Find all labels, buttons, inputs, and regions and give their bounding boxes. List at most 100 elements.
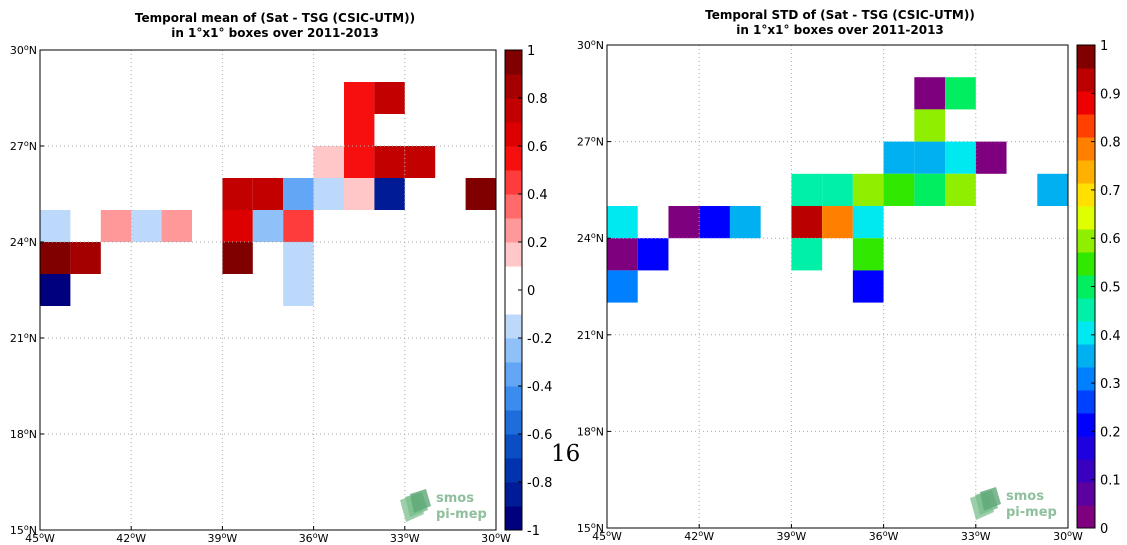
plot-frame xyxy=(606,44,1069,529)
right-title-line2: in 1°x1° boxes over 2011-2013 xyxy=(736,23,944,37)
y-tick-label: 24oN xyxy=(577,231,604,245)
y-tick-label: 30oN xyxy=(577,38,604,52)
data-cell xyxy=(283,242,314,274)
x-tick-label: 45oW xyxy=(25,531,55,545)
data-cell xyxy=(914,77,946,110)
y-tick-label: 27oN xyxy=(577,135,604,149)
colorbar-tick-label: -0.8 xyxy=(527,476,552,491)
x-tick-label: 36oW xyxy=(299,531,329,545)
colorbar-segment xyxy=(1077,137,1095,161)
colorbar-tick-label: 0.7 xyxy=(1100,184,1121,199)
data-cell xyxy=(131,210,162,242)
data-cell xyxy=(945,141,976,174)
data-cell xyxy=(222,178,253,210)
data-cell xyxy=(40,210,71,242)
colorbar-segment xyxy=(505,506,522,531)
data-cell xyxy=(40,274,71,306)
data-cell xyxy=(607,206,638,239)
plot-area xyxy=(40,50,496,530)
data-cell xyxy=(222,210,253,242)
colorbar-segment xyxy=(1077,505,1095,529)
data-cell xyxy=(252,178,284,210)
left-title-line2: in 1°x1° boxes over 2011-2013 xyxy=(171,26,379,40)
colorbar-segment xyxy=(1077,482,1095,506)
colorbar-segment xyxy=(1077,344,1095,368)
plot-area xyxy=(607,45,1068,528)
colorbar-tick-label: 0.9 xyxy=(1100,87,1121,102)
right-title-line1: Temporal STD of (Sat - TSG (CSIC-UTM)) xyxy=(705,8,975,22)
data-cell xyxy=(945,77,976,110)
colorbar-segment xyxy=(505,122,522,147)
data-cell xyxy=(852,238,884,271)
x-tick-label: 42oW xyxy=(116,531,146,545)
y-tick-label: 21oN xyxy=(10,331,37,345)
colorbar-tick-label: -0.6 xyxy=(527,428,552,443)
data-cell xyxy=(883,141,915,174)
colorbar-segment xyxy=(1077,436,1095,460)
data-cell xyxy=(40,242,71,274)
logo-sheet xyxy=(980,487,1001,511)
data-cell xyxy=(822,173,853,206)
colorbar-segment xyxy=(505,170,522,195)
colorbar-segment xyxy=(505,482,522,507)
data-cell xyxy=(883,173,915,206)
colorbar-segment xyxy=(505,194,522,219)
data-cell xyxy=(222,242,253,274)
data-cell xyxy=(283,274,314,306)
colorbar-tick-label: 0.6 xyxy=(527,140,548,155)
colorbar-tick-label: 0.3 xyxy=(1100,377,1121,392)
colorbar-segment xyxy=(1077,206,1095,230)
data-cell xyxy=(404,146,436,178)
data-cell xyxy=(791,206,823,239)
y-tick-label: 21oN xyxy=(577,328,604,342)
plot-frame xyxy=(39,49,497,531)
colorbar-segment xyxy=(1077,183,1095,207)
colorbar-segment xyxy=(1077,298,1095,322)
colorbar-segment xyxy=(505,410,522,435)
colorbar-tick-label: 0.5 xyxy=(1100,281,1121,296)
x-tick-label: 33oW xyxy=(390,531,420,545)
data-cell xyxy=(252,210,284,242)
data-cell xyxy=(975,141,1007,174)
data-cell xyxy=(1037,173,1068,206)
data-cell xyxy=(729,206,761,239)
logo-text-pimep: pi-mep xyxy=(1006,505,1057,520)
x-tick-label: 36oW xyxy=(869,529,899,543)
y-tick-label: 18oN xyxy=(10,427,37,441)
data-cell xyxy=(607,238,638,271)
logo-text-smos: smos xyxy=(436,491,474,506)
colorbar-segment xyxy=(1077,45,1095,69)
colorbar-tick-label: 0 xyxy=(1100,522,1108,537)
colorbar-segment xyxy=(505,266,522,291)
colorbar-tick-label: 0.4 xyxy=(1100,329,1121,344)
x-tick-label: 30oW xyxy=(481,531,511,545)
colorbar-tick-label: 0.2 xyxy=(1100,425,1121,440)
colorbar-segment xyxy=(505,242,522,267)
colorbar-tick-label: 0.2 xyxy=(527,236,548,251)
data-cell xyxy=(945,173,976,206)
colorbar-segment xyxy=(1077,160,1095,184)
data-cell xyxy=(914,173,946,206)
colorbar-segment xyxy=(1077,229,1095,253)
colorbar-segment xyxy=(505,74,522,99)
data-cell xyxy=(914,141,946,174)
colorbar-segment xyxy=(1077,275,1095,299)
data-cell xyxy=(283,178,314,210)
logo-sheet xyxy=(410,489,431,513)
data-cell xyxy=(852,173,884,206)
data-cell xyxy=(699,206,730,239)
data-cell xyxy=(344,146,375,178)
colorbar-segment xyxy=(505,290,522,315)
x-tick-label: 39oW xyxy=(777,529,807,543)
data-cell xyxy=(465,178,496,210)
colorbar-segment xyxy=(505,458,522,483)
data-cell xyxy=(313,178,344,210)
data-cell xyxy=(100,210,132,242)
colorbar-tick-label: -0.4 xyxy=(527,380,552,395)
y-tick-label: 30oN xyxy=(10,43,37,57)
y-tick-label: 27oN xyxy=(10,139,37,153)
x-tick-label: 45oW xyxy=(592,529,622,543)
y-tick-label: 18oN xyxy=(577,424,604,438)
colorbar-segment xyxy=(505,314,522,339)
logo-text-smos: smos xyxy=(1006,489,1044,504)
